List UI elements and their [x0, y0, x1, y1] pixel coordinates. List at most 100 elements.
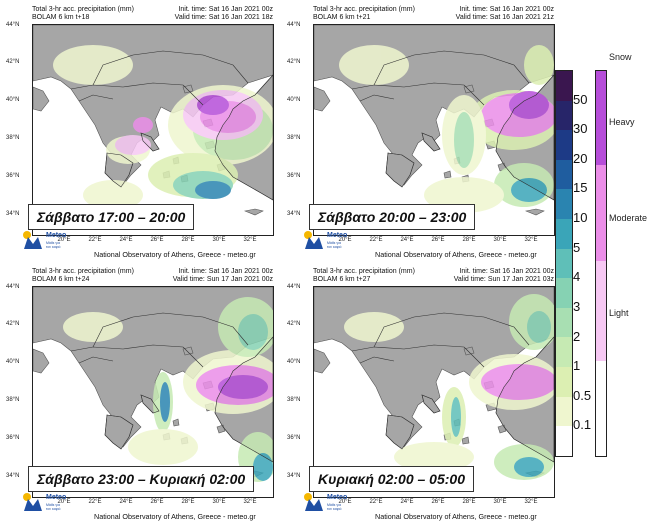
coastline	[385, 152, 415, 188]
model-name: BOLAM 6 km	[32, 276, 74, 283]
credit-footer: National Observatory of Athens, Greece -…	[94, 250, 256, 259]
rain-color-step	[556, 396, 572, 427]
coastline	[140, 394, 160, 414]
rain-level-label: 2	[573, 328, 581, 344]
landmass	[463, 84, 475, 94]
country-border	[182, 346, 204, 368]
landmass	[182, 346, 194, 356]
latitude-tick-label: 34°N	[6, 211, 20, 217]
logo-name: Meteo	[46, 232, 67, 239]
valid-time: Valid time: Sat 16 Jan 2021 21z	[455, 14, 554, 21]
rain-color-step	[556, 189, 572, 220]
credit-footer: National Observatory of Athens, Greece -…	[94, 512, 256, 521]
panel-header: Total 3-hr acc. precipitation (mm) BOLAM …	[32, 6, 273, 24]
coastline	[214, 74, 273, 201]
longitude-tick-label: 28°E	[462, 499, 476, 505]
rain-level-label: 3	[573, 298, 581, 314]
rain-area	[83, 180, 143, 210]
precipitation-layer	[344, 294, 554, 480]
longitude-tick-label: 28°E	[462, 237, 476, 243]
rain-area	[195, 181, 231, 199]
longitude-tick-label: 20°E	[57, 499, 71, 505]
model-name: BOLAM 6 km	[313, 276, 355, 283]
forecast-step: t+24	[75, 276, 90, 283]
landmass	[33, 348, 50, 374]
longitude-tick-label: 32°E	[524, 499, 538, 505]
precipitation-map	[313, 24, 555, 236]
time-caption: Κυριακή 02:00 – 05:00	[309, 466, 474, 492]
precipitation-layer	[53, 45, 273, 210]
valid-time: Valid time: Sun 17 Jan 2021 00z	[172, 276, 273, 283]
sun-m-logo-icon	[304, 493, 323, 511]
coastline	[495, 336, 554, 463]
longitude-tick-label: 20°E	[338, 499, 352, 505]
map-title: Total 3-hr acc. precipitation (mm)	[313, 6, 415, 13]
longitude-tick-label: 32°E	[524, 237, 538, 243]
rain-area	[253, 453, 273, 481]
country-border	[359, 356, 395, 364]
rain-area	[339, 45, 409, 85]
country-border	[463, 84, 485, 106]
coastline	[214, 336, 273, 463]
rain-area	[511, 178, 547, 202]
latitude-tick-label: 44°N	[6, 284, 20, 290]
rain-color-step	[556, 307, 572, 338]
snow-area	[197, 95, 229, 115]
model-name: BOLAM 6 km	[313, 14, 355, 21]
longitude-tick-label: 20°E	[57, 237, 71, 243]
country-border	[70, 344, 184, 352]
rain-area	[344, 312, 404, 342]
rain-color-step	[556, 130, 572, 160]
rain-level-label: 4	[573, 269, 581, 285]
latitude-tick-label: 36°N	[6, 173, 20, 179]
country-border	[78, 94, 114, 102]
latitude-tick-label: 36°N	[287, 173, 301, 179]
country-border	[182, 84, 204, 106]
time-caption: Σάββατο 20:00 – 23:00	[309, 204, 476, 230]
latitude-tick-label: 42°N	[6, 59, 20, 65]
meteo-logo: Meteo Μάθε για τον καιρό	[303, 492, 363, 518]
coastline	[385, 414, 415, 450]
longitude-tick-label: 26°E	[431, 237, 445, 243]
rain-area	[53, 45, 133, 85]
forecast-step: t+18	[75, 14, 90, 21]
time-caption: Σάββατο 23:00 – Κυριακή 02:00	[28, 466, 255, 492]
valid-time: Valid time: Sun 17 Jan 2021 03z	[453, 276, 554, 283]
map-title: Total 3-hr acc. precipitation (mm)	[313, 268, 415, 275]
meteo-logo: Meteo Μάθε για τον καιρό	[22, 230, 82, 256]
latitude-tick-label: 40°N	[287, 359, 301, 365]
border-layer	[351, 312, 554, 484]
rain-color-step	[556, 248, 572, 279]
landmass	[314, 86, 331, 112]
forecast-panel-4: Total 3-hr acc. precipitation (mm) BOLAM …	[283, 266, 558, 523]
coastline	[104, 152, 134, 188]
rain-level-label: 30	[573, 121, 588, 137]
credit-footer: National Observatory of Athens, Greece -…	[375, 250, 537, 259]
init-time: Init. time: Sat 16 Jan 2021 00z	[459, 6, 554, 13]
rain-level-label: 5	[573, 239, 581, 255]
latitude-tick-label: 34°N	[287, 473, 301, 479]
rain-area	[514, 457, 544, 477]
snow-area	[115, 135, 151, 155]
coastline	[421, 132, 441, 152]
latitude-tick-label: 34°N	[6, 473, 20, 479]
precipitation-layer	[63, 297, 273, 482]
landmass	[33, 86, 50, 112]
longitude-tick-label: 24°E	[400, 499, 414, 505]
longitude-tick-label: 32°E	[243, 499, 257, 505]
longitude-tick-label: 26°E	[150, 237, 164, 243]
latitude-tick-label: 40°N	[6, 359, 20, 365]
meteo-logo: Meteo Μάθε για τον καιρό	[303, 230, 363, 256]
precipitation-map	[32, 24, 274, 236]
logo-tagline: Μάθε για τον καιρό	[46, 241, 61, 249]
time-caption: Σάββατο 17:00 – 20:00	[28, 204, 195, 230]
logo-name: Meteo	[327, 494, 348, 501]
longitude-tick-label: 28°E	[181, 499, 195, 505]
snow-color-step	[596, 71, 606, 165]
rain-colorbar	[555, 70, 573, 457]
snow-colorbar	[595, 70, 607, 457]
rain-color-step	[556, 71, 572, 101]
latitude-tick-label: 44°N	[287, 284, 301, 290]
landmass	[443, 170, 452, 179]
precipitation-map	[32, 286, 274, 498]
